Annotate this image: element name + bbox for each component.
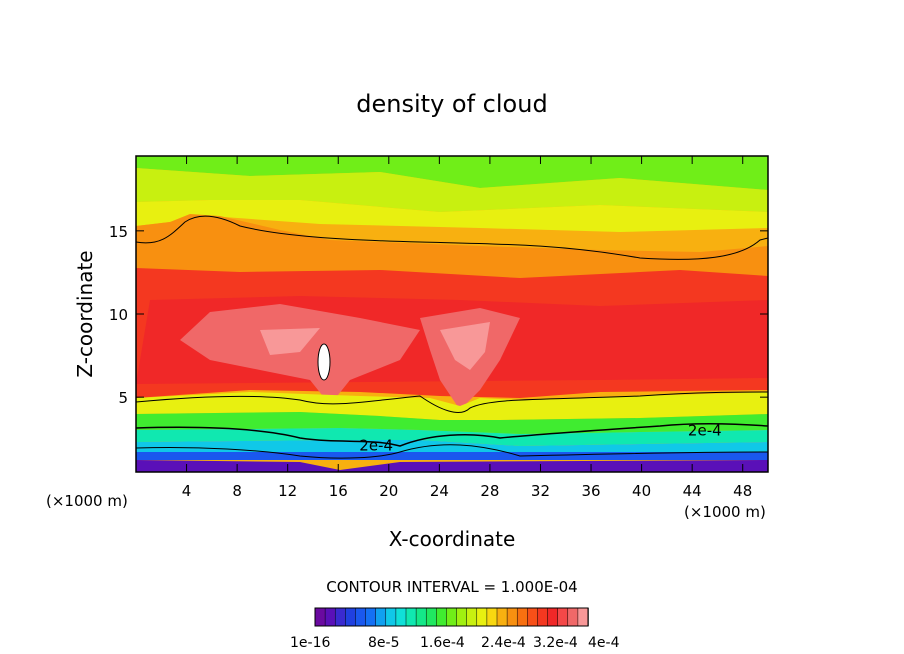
colorbar	[314, 607, 589, 627]
contour-line-upper	[136, 215, 768, 260]
colorbar-swatch	[425, 607, 438, 627]
colorbar-swatch	[375, 607, 387, 627]
colorbar-swatch	[385, 607, 397, 627]
colorbar-swatch	[547, 607, 559, 627]
colorbar-tick-label: 1.6e-4	[420, 635, 465, 651]
upper-band-yellow2	[136, 200, 768, 232]
colorbar-swatch	[446, 607, 458, 627]
x-tick-label: 48	[733, 482, 752, 500]
contour-interval-text: CONTOUR INTERVAL = 1.000E-04	[326, 578, 577, 596]
y-tick-label: 15	[109, 223, 128, 241]
y-tick-label: 10	[109, 306, 128, 324]
x-tick-label: 36	[581, 482, 600, 500]
colorbar-swatch	[486, 607, 498, 627]
x-tick-label: 24	[430, 482, 449, 500]
x-unit-left: (×1000 m)	[46, 492, 128, 510]
x-axis-ticks: 4 8 12 16 20 24 28 32 36 40 44 48	[182, 156, 752, 500]
colorbar-swatch	[405, 607, 417, 627]
colorbar-swatch	[557, 607, 569, 627]
y-axis-label: Z-coordinate	[73, 250, 97, 377]
cloud-hole	[317, 343, 331, 381]
colorbar-tick-label: 8e-5	[368, 635, 399, 651]
upper-band-green	[136, 156, 768, 190]
lower-band-purple	[136, 460, 768, 472]
x-tick-label: 44	[683, 482, 702, 500]
colorbar-labels: 1e-16 8e-5 1.6e-4 2.4e-4 3.2e-4 4e-4	[290, 635, 620, 651]
x-tick-label: 16	[329, 482, 348, 500]
colorbar-swatch	[577, 607, 589, 627]
x-tick-label: 28	[480, 482, 499, 500]
x-tick-label: 4	[182, 482, 192, 500]
y-axis-ticks: 5 10 15	[109, 223, 768, 407]
x-tick-label: 40	[632, 482, 651, 500]
colorbar-swatch	[506, 607, 518, 627]
colorbar-swatch	[537, 607, 549, 627]
colorbar-swatch	[314, 607, 326, 627]
contour-line-mid	[136, 391, 768, 413]
colorbar-swatch	[567, 607, 579, 627]
x-axis-label: X-coordinate	[389, 527, 516, 551]
x-tick-label: 12	[278, 482, 297, 500]
contour-labels: 2e-4 2e-4	[359, 421, 721, 454]
colorbar-swatch	[456, 607, 468, 627]
colorbar-swatch	[365, 607, 377, 627]
colorbar-tick-label: 3.2e-4	[533, 635, 578, 651]
contour-line-low	[136, 444, 768, 459]
x-tick-label: 32	[531, 482, 550, 500]
colorbar-swatch	[476, 607, 488, 627]
colorbar-swatch	[355, 607, 367, 627]
upper-band-yellow	[136, 168, 768, 212]
colorbar-swatch	[334, 607, 347, 627]
chart-title: density of cloud	[356, 90, 547, 118]
colorbar-swatch	[466, 607, 478, 627]
y-tick-label: 5	[118, 389, 128, 407]
lower-band-teal	[136, 428, 768, 446]
lower-band-cyan	[136, 440, 768, 452]
core-pink-left	[180, 304, 420, 405]
colorbar-swatch	[395, 607, 407, 627]
colorbar-tick-label: 1e-16	[290, 635, 330, 651]
lower-band-green	[136, 412, 768, 434]
contour-line-2e4	[136, 422, 768, 447]
x-tick-label: 8	[232, 482, 242, 500]
upper-band-orange	[136, 214, 768, 282]
colorbar-frame	[314, 607, 589, 627]
colorbar-swatch	[527, 607, 539, 627]
x-tick-label: 20	[379, 482, 398, 500]
x-unit-right: (×1000 m)	[684, 503, 766, 521]
colorbar-swatch	[345, 607, 357, 627]
colorbar-swatch	[415, 607, 427, 627]
colorbar-swatch	[516, 607, 529, 627]
colorbar-swatch	[496, 607, 508, 627]
colorbar-tick-label: 4e-4	[588, 635, 620, 651]
colorbar-swatch	[436, 607, 448, 627]
colorbar-tick-label: 2.4e-4	[481, 635, 526, 651]
core-lightpink-right	[440, 322, 490, 370]
core-lightpink-left	[260, 328, 320, 355]
contour-label: 2e-4	[359, 436, 393, 454]
contour-field	[136, 156, 768, 472]
contour-label: 2e-4	[688, 421, 722, 439]
colorbar-swatch	[324, 607, 336, 627]
